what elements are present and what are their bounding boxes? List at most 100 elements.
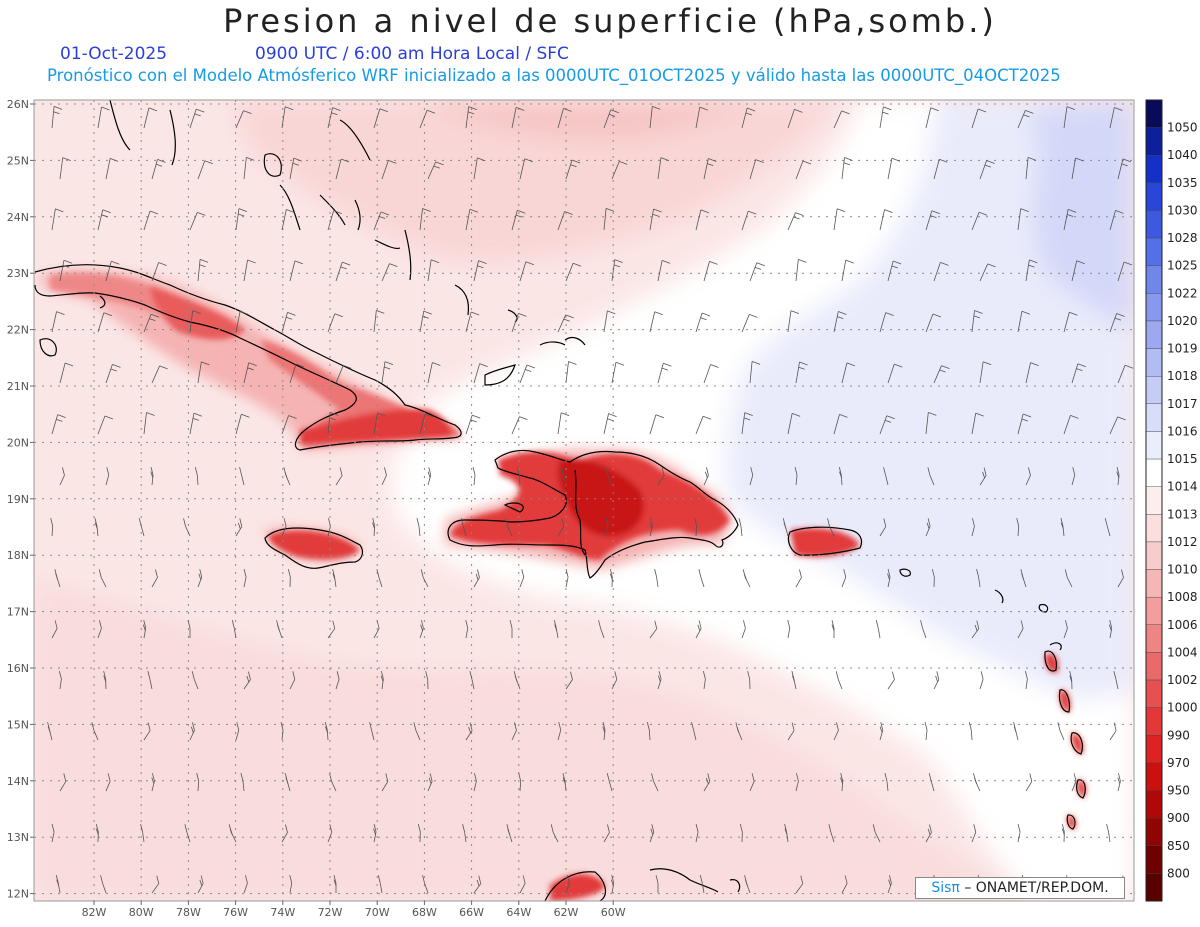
wind-barb [373,310,385,333]
wind-barb [327,313,343,333]
wind-barb [235,518,243,537]
wind-barb [235,110,252,129]
lon-label: 66W [459,906,484,919]
wind-barb [427,161,444,180]
wind-barb [646,722,651,741]
wind-barb [103,671,107,690]
wind-barb [150,467,154,486]
wind-barb [143,412,155,435]
wind-barb [381,159,397,180]
wind-barb [473,569,480,588]
wind-barb [289,875,293,894]
wind-barb [741,107,756,129]
wind-barb [1025,156,1037,180]
wind-barb [97,312,113,333]
wind-barb [235,413,250,435]
wind-barb [197,875,204,894]
lon-label: 72W [318,906,343,919]
wind-barb [197,361,210,384]
wind-barb [787,620,791,639]
wind-barb [327,107,341,129]
wind-barb [887,569,891,588]
wind-barb [741,314,758,333]
wind-barb [281,106,294,129]
wind-barb [231,620,237,639]
wind-barb [1061,824,1065,843]
wind-barb [505,518,513,537]
wind-barb [691,722,697,741]
colorbar-swatch [1145,569,1163,598]
wind-barb [47,722,53,741]
wind-barb [473,260,487,282]
wind-barb [142,620,147,639]
wind-barb [741,412,753,435]
wind-barb [1117,364,1134,384]
wind-barb [427,467,432,486]
wind-barb [422,875,429,894]
wind-barb [875,620,881,639]
wind-barb [879,722,884,741]
wind-barb [465,208,479,231]
colorbar-swatch [1145,679,1163,708]
wind-barb [50,518,54,537]
wind-barb [140,824,145,843]
wind-barb [1017,208,1029,231]
wind-barb [51,620,58,639]
wind-barb [427,362,441,384]
wind-barb [243,875,248,894]
wind-barb [603,413,617,435]
wind-barb [513,671,521,690]
wind-barb [787,212,804,231]
wind-barb [151,875,160,894]
colorbar-swatch [1145,707,1163,736]
colorbar-swatch [1145,541,1163,570]
wind-barb [335,671,340,690]
wind-barb [1071,773,1077,792]
wind-barb [887,671,895,690]
wind-barb [649,620,658,639]
colorbar-label: 1004 [1167,645,1198,659]
wind-barb [473,363,488,384]
wind-barb [511,722,517,741]
wind-barb [97,106,110,129]
wind-barb [1071,260,1085,282]
colorbar-label: 800 [1167,866,1190,880]
wind-barb [280,722,284,741]
colorbar-label: 990 [1167,728,1190,742]
wind-barb [968,722,973,741]
wind-barb [465,722,473,741]
wind-barb [97,620,102,639]
wind-barb [1069,671,1073,690]
wind-barb [598,620,605,639]
wind-barb [94,518,99,537]
wind-barb [603,824,610,843]
wind-barb [197,569,203,588]
lat-label: 22N [7,324,29,337]
wind-barb [565,875,570,894]
longitude-labels: 82W 80W 78W 76W 74W 72W 70W 68W 66W 64W 62W 60W [82,901,626,919]
wind-barb [373,824,377,843]
wind-barb [827,518,835,537]
wind-barb [369,722,375,741]
colorbar-swatch [1145,596,1163,625]
lat-label: 17N [7,606,29,619]
wind-barb [105,467,110,486]
wind-barb [925,107,939,129]
latitude-labels: 26N 25N 24N 23N 22N 21N 20N 19N 18N 17N 16N 15N 14N 1… [7,98,34,901]
colorbar-swatch [1145,514,1163,543]
wind-barb [240,773,245,792]
wind-barb [602,722,606,741]
wind-barb [51,105,63,129]
wind-barb [59,259,73,282]
map-frame [33,99,1135,902]
wind-barb [651,773,659,792]
lat-label: 12N [7,888,29,901]
wind-barb [462,824,467,843]
wind-barb [879,312,894,333]
wind-barb [97,415,114,435]
wind-barb [151,773,155,792]
wind-barb [381,773,389,792]
wind-barb [235,310,249,333]
wind-barb [565,361,577,384]
